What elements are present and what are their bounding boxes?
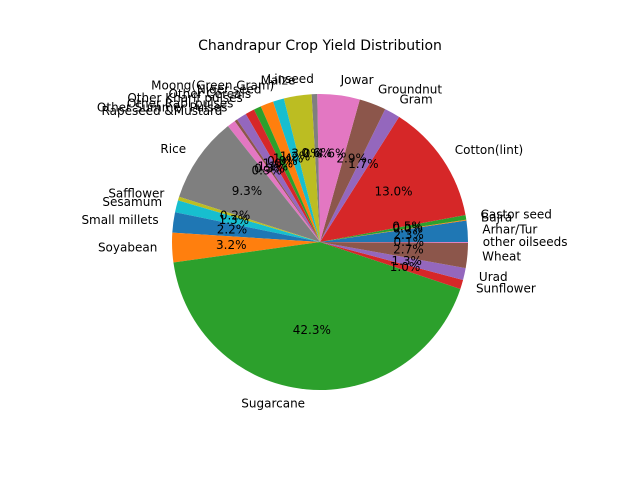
slice-label: Other Cereals [168,87,251,101]
pie-slice-groundnut [320,99,386,243]
pie-slice-maize [283,94,320,242]
slice-label: Sunflower [476,281,536,295]
slice-label: Moong(Green Gram) [151,78,274,92]
slice-label: Groundnut [378,82,442,96]
pie-slice-other-oilseeds [320,242,468,243]
slice-percent-label: 1.3% [391,254,422,268]
slice-label: Arhar/Tur [482,223,537,237]
slice-percent-label: 13.0% [374,185,412,199]
slice-label: Rice [160,142,186,156]
slice-percent-label: 2.7% [393,243,424,257]
slice-label: other oilseeds [483,235,568,249]
slice-percent-label: 9.3% [232,184,263,198]
pie-slice-small-millets [172,212,320,242]
slice-label: Soyabean [98,241,157,255]
slice-percent-label: 1.7% [348,157,379,171]
pie-slices [172,94,468,391]
pie-slice-sunflower [320,242,464,289]
slice-label: Linseed [268,72,314,86]
pie-slice-gram [320,109,400,242]
pie-slice-sesamum [175,200,320,242]
slice-percent-label: 0.6% [301,146,332,160]
slice-percent-label: 1.0% [390,260,421,274]
slice-label: Other Kharif pulses [127,91,242,105]
slice-percent-label: 1.3% [219,213,250,227]
slice-label: Castor seed [481,207,552,221]
slice-percent-label: 0.1% [394,235,425,249]
pie-slice-bajra [320,219,467,242]
slice-percent-label: 2.3% [393,228,424,242]
slice-label: Rapeseed &Mustard [102,104,223,118]
pie-slice-wheat [320,242,468,269]
chart-title: Chandrapur Crop Yield Distribution [198,38,442,54]
slice-percent-label: 0.5% [392,220,423,234]
slice-label: Other Summer Pulses [97,101,227,115]
pie-slice-other-cereals [253,106,320,243]
pie-slice-soyabean [172,232,320,263]
slice-percent-label: 0.8% [267,154,298,168]
pie-slice-other-summer-pulses [234,119,320,242]
slice-percent-label: 2.2% [217,223,248,237]
slice-percent-label: 4.6% [316,146,347,160]
pie-slice-other-rabi-pulses [236,113,320,242]
pie-slice-rice [179,126,320,242]
slice-label: Niger seed [197,83,262,97]
pie-slice-cotton-lint [320,116,466,242]
slice-percent-label: 3.0% [291,147,322,161]
slice-label: Wheat [482,249,521,263]
slice-percent-label: 0.0% [393,221,424,235]
slice-label: Jowar [340,73,374,87]
pie-slice-arhar-tur [320,220,468,242]
pie-slice-other-kharif-pulses [245,109,320,242]
slice-label: Sesamum [102,195,162,209]
slice-label: Other Rabi pulses [127,97,234,111]
slice-percent-label: 1.0% [263,156,294,170]
slice-percent-label: 1.4% [273,152,304,166]
slice-percent-label: 1.2% [280,149,311,163]
pie-slice-urad [320,242,466,281]
pie-slice-sugarcane [173,242,461,391]
pie-slice-jowar [317,94,360,242]
slice-percent-label: 2.9% [336,152,367,166]
slice-label: Safflower [108,187,164,201]
slice-percent-label: 1.1% [258,159,289,173]
slice-percent-label: 42.3% [293,323,331,337]
slice-label: Maize [261,74,296,88]
pie-slice-rapeseed-mustard [227,121,320,242]
pie-slice-niger-seed [260,101,320,242]
slice-percent-label: 0.3% [254,161,285,175]
slice-label: Bajra [481,210,512,224]
pie-slice-castor-seed [320,214,467,242]
pie-slice-moong-green-gram [273,98,320,243]
slice-label: Gram [399,92,432,106]
pie-slice-linseed [311,94,320,242]
slice-percent-label: 3.2% [216,238,247,252]
slice-label: Small millets [81,213,158,227]
slice-label: Urad [479,270,508,284]
slice-percent-label: 0.9% [252,163,283,177]
pie-percent-labels: 2.3%0.0%0.5% 13.0% 1.7%2.9%4.6%0.6%3.0%1.2… [216,146,424,337]
pie-slice-safflower [177,196,320,242]
slice-label: Cotton(lint) [455,143,523,157]
slice-label: Sugarcane [241,397,305,411]
slice-percent-label: 0.2% [220,208,251,222]
